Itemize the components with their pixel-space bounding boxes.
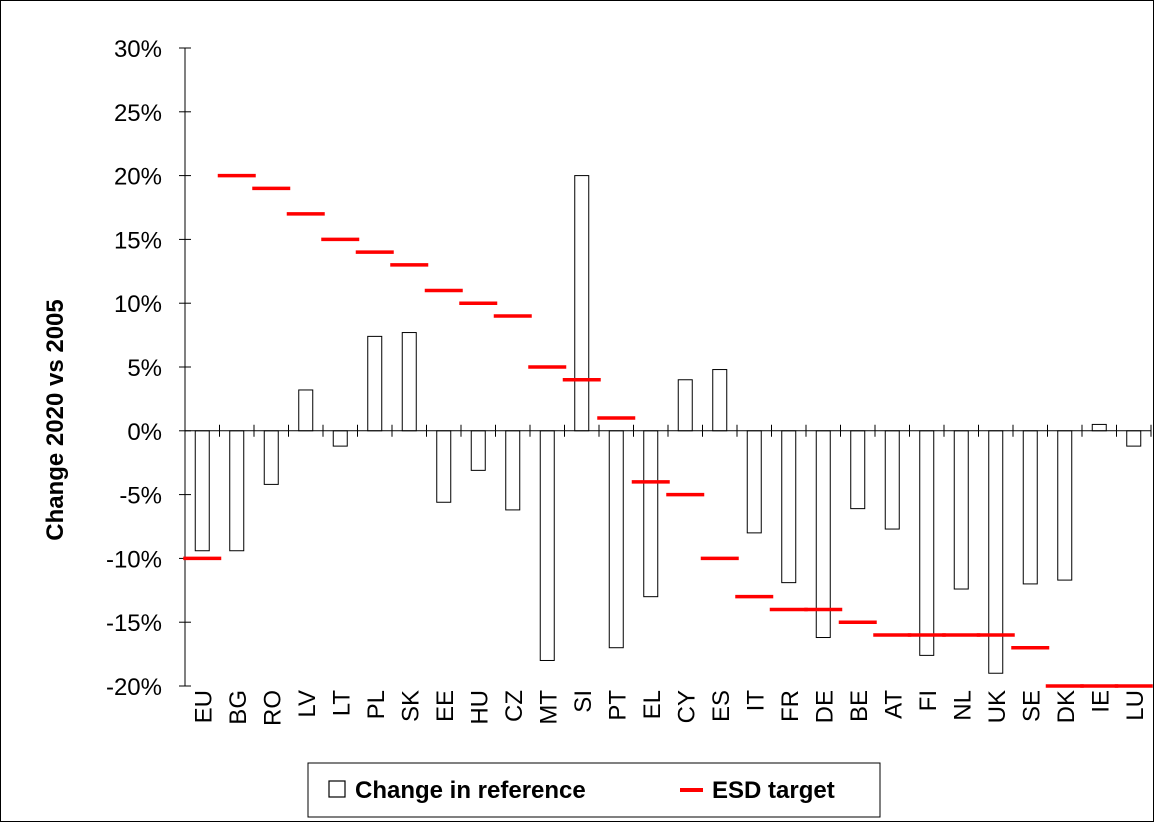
- x-tick-label: EU: [190, 690, 217, 723]
- y-tick-label: -15%: [106, 610, 162, 637]
- bar: [194, 430, 210, 552]
- bar: [1022, 430, 1038, 585]
- x-tick-label: PT: [604, 690, 631, 721]
- y-tick-label: -10%: [106, 546, 162, 573]
- bar: [436, 430, 452, 503]
- y-tick-label: 10%: [114, 291, 162, 318]
- bar: [574, 175, 590, 432]
- bar: [850, 430, 866, 510]
- x-tick-label: FR: [777, 690, 804, 722]
- y-tick-label: 5%: [127, 355, 162, 382]
- y-tick-label: 25%: [114, 100, 162, 127]
- bar: [919, 430, 935, 656]
- legend-label-esd-target: ESD target: [712, 777, 835, 804]
- y-tick-label: -5%: [119, 483, 162, 510]
- y-axis-title: Change 2020 vs 2005: [42, 299, 69, 541]
- x-tick-label: IE: [1087, 690, 1114, 713]
- legend-label-change-in-reference: Change in reference: [355, 777, 586, 804]
- bar: [953, 430, 969, 590]
- bar: [988, 430, 1004, 674]
- legend-box: [307, 762, 881, 818]
- plot-area: 30% 25% 20% 15% 10% 5% 0% -5% -10% -15% -20% EU BG RO…: [106, 36, 1153, 726]
- x-tick-label: LV: [294, 690, 321, 718]
- bar: [1057, 430, 1073, 581]
- bar: [229, 430, 245, 552]
- bar: [332, 430, 348, 447]
- x-tick-label: NL: [949, 690, 976, 721]
- y-tick-label: -20%: [106, 674, 162, 701]
- bar: [1091, 423, 1107, 432]
- bar: [643, 430, 659, 598]
- x-tick-label: AT: [880, 690, 907, 719]
- bar: [539, 430, 555, 661]
- y-tick-label: 30%: [114, 36, 162, 63]
- bar: [712, 369, 728, 432]
- x-tick-label: DE: [811, 690, 838, 723]
- x-tick-label: MT: [535, 690, 562, 725]
- bar: [263, 430, 279, 485]
- x-tick-label: ES: [708, 690, 735, 722]
- x-tick-label: LU: [1122, 690, 1149, 721]
- x-tick-label: BE: [846, 690, 873, 722]
- bar: [781, 430, 797, 584]
- hollow-square-icon: [328, 780, 346, 798]
- x-tick-label: DK: [1053, 690, 1080, 723]
- x-tick-label: LT: [328, 690, 355, 717]
- x-tick-label: SK: [397, 690, 424, 722]
- bar: [401, 332, 417, 432]
- bar: [677, 379, 693, 432]
- y-tick-label: 20%: [114, 164, 162, 191]
- bar: [470, 430, 486, 471]
- bar: [884, 430, 900, 530]
- x-tick-label: EE: [432, 690, 459, 722]
- x-tick-label: EL: [639, 690, 666, 719]
- bar: [815, 430, 831, 639]
- x-tick-label: CZ: [501, 690, 528, 722]
- legend: Change in reference ESD target: [307, 762, 881, 818]
- x-tick-label: SI: [570, 690, 597, 713]
- x-tick-label: PL: [363, 690, 390, 719]
- x-tick-label: RO: [259, 690, 286, 726]
- y-tick-label: 0%: [127, 419, 162, 446]
- y-tick-label: 15%: [114, 227, 162, 254]
- x-tick-label: UK: [984, 690, 1011, 723]
- bar: [1126, 430, 1142, 447]
- x-tick-label: CY: [673, 690, 700, 723]
- x-tick-label: SE: [1018, 690, 1045, 722]
- bar: [505, 430, 521, 511]
- bar: [608, 430, 624, 649]
- bar: [298, 389, 314, 432]
- x-tick-label: FI: [915, 690, 942, 711]
- bar: [746, 430, 762, 534]
- x-tick-label: HU: [466, 690, 493, 725]
- bar: [367, 335, 383, 432]
- x-tick-label: BG: [225, 690, 252, 725]
- x-tick-label: IT: [742, 690, 769, 712]
